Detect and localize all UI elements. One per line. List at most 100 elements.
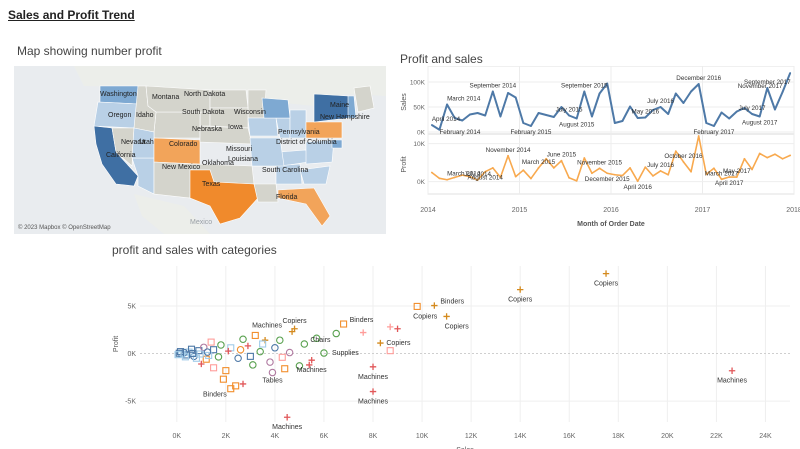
data-point[interactable] [613,122,616,124]
data-point[interactable] [682,102,685,104]
scatter-point[interactable] [181,353,189,361]
state-montana[interactable] [145,85,211,113]
scatter-point[interactable] [271,344,279,352]
data-point[interactable] [507,154,509,157]
scatter-point[interactable] [386,323,394,331]
scatter-point[interactable] [308,356,315,364]
data-point[interactable] [438,128,441,131]
scatter-point[interactable] [320,349,328,357]
scatter-point[interactable] [236,345,245,354]
series-line-profit[interactable] [431,135,791,183]
data-point[interactable] [690,90,692,93]
data-point[interactable] [659,170,662,172]
scatter-point[interactable] [728,367,736,374]
data-point[interactable] [476,179,479,181]
scatter-point[interactable] [225,347,232,355]
scatter-point[interactable] [246,352,254,360]
profit-sales-line-chart[interactable]: 2014 2015 2016 2017 2018 Month of Order Date 0… [396,66,800,234]
scatter-point[interactable] [200,343,208,352]
scatter-point[interactable] [244,342,252,350]
data-point[interactable] [560,159,563,162]
scatter-point[interactable] [278,353,286,361]
scatter-point[interactable] [386,347,394,355]
data-point[interactable] [751,168,753,171]
data-point[interactable] [476,112,479,114]
data-point[interactable] [530,177,532,180]
us-profit-map[interactable]: Washington Oregon California Idaho Nevada Uta… [14,66,386,234]
data-point[interactable] [591,115,593,118]
data-point[interactable] [591,172,593,175]
scatter-point[interactable] [205,351,213,359]
scatter-point[interactable] [222,367,230,375]
data-point[interactable] [606,172,609,175]
data-point[interactable] [674,150,677,153]
data-point[interactable] [629,167,631,169]
data-point[interactable] [469,113,471,116]
data-point[interactable] [636,117,639,119]
data-point[interactable] [575,117,578,120]
scatter-point[interactable] [217,341,225,349]
data-point[interactable] [484,114,487,117]
scatter-point[interactable] [232,382,240,390]
scatter-point[interactable] [259,340,267,348]
state-region-unlabeled[interactable] [305,139,335,165]
data-point[interactable] [568,114,570,117]
data-point[interactable] [583,157,586,159]
data-point[interactable] [667,113,670,115]
data-point[interactable] [682,160,685,163]
scatter-point[interactable] [516,286,524,293]
data-point[interactable] [735,176,738,178]
data-point[interactable] [522,169,525,172]
data-point[interactable] [774,153,776,156]
scatter-point[interactable] [281,365,289,373]
data-point[interactable] [499,176,502,179]
data-point[interactable] [438,177,441,180]
state-pennsylvania[interactable] [305,121,343,139]
state-nevada[interactable] [111,127,135,167]
data-point[interactable] [552,167,555,169]
state-region-unlabeled[interactable] [275,163,303,185]
scatter-point[interactable] [234,354,242,363]
scatter-point[interactable] [256,347,264,356]
data-point[interactable] [621,120,624,122]
data-point[interactable] [751,113,753,115]
data-point[interactable] [461,119,464,122]
scatter-point[interactable] [283,414,291,421]
data-point[interactable] [446,178,448,181]
data-point[interactable] [766,87,769,89]
scatter-point[interactable] [369,388,377,395]
scatter-point[interactable] [340,320,348,328]
data-point[interactable] [705,173,708,176]
scatter-point[interactable] [268,368,277,377]
data-point[interactable] [469,175,471,178]
scatter-point[interactable] [312,334,321,343]
scatter-point[interactable] [196,350,204,358]
scatter-point[interactable] [300,340,309,348]
scatter-point[interactable] [288,328,296,335]
scatter-point[interactable] [431,302,438,309]
scatter-point[interactable] [175,349,183,357]
scatter-point[interactable] [249,361,257,369]
data-point[interactable] [720,178,723,181]
profit-sales-scatter-chart[interactable]: 0K 2K 4K 6K 8K 10K 12K 14K 16K 18K 20K 22K 24K -5K 0K 5… [100,262,800,449]
state-new-york[interactable] [313,93,349,123]
scatter-point[interactable] [210,346,218,354]
data-point[interactable] [636,180,639,183]
data-point[interactable] [720,111,723,114]
data-point[interactable] [743,157,746,160]
data-point[interactable] [575,179,578,182]
data-point[interactable] [606,82,609,85]
scatter-point[interactable] [203,348,212,356]
data-point[interactable] [697,135,700,137]
data-point[interactable] [484,170,487,173]
data-point[interactable] [697,83,700,85]
data-point[interactable] [728,176,731,178]
scatter-point[interactable] [210,364,218,372]
state-texas[interactable] [189,169,259,225]
data-point[interactable] [713,167,715,170]
data-point[interactable] [568,176,570,179]
scatter-point[interactable] [276,336,284,344]
scatter-point[interactable] [360,329,367,336]
state-maine[interactable] [353,85,375,113]
data-point[interactable] [713,125,715,127]
